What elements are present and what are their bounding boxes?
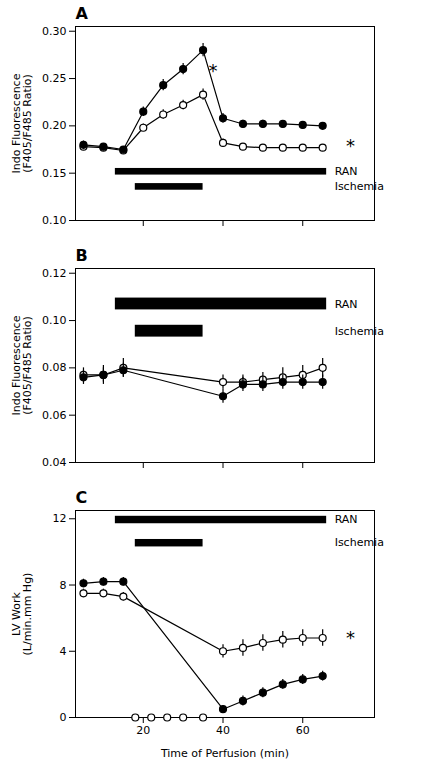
svg-text:0.04: 0.04 xyxy=(42,456,67,469)
svg-text:0.25: 0.25 xyxy=(42,72,67,85)
svg-text:*: * xyxy=(346,627,355,648)
svg-text:0.10: 0.10 xyxy=(42,314,67,327)
svg-text:12: 12 xyxy=(53,512,67,525)
svg-text:RAN: RAN xyxy=(335,513,358,526)
svg-text:0: 0 xyxy=(60,711,67,724)
svg-text:0.15: 0.15 xyxy=(42,167,67,180)
svg-text:B: B xyxy=(76,246,88,265)
svg-text:60: 60 xyxy=(296,724,310,737)
svg-text:Ischemia: Ischemia xyxy=(335,536,384,549)
svg-text:20: 20 xyxy=(136,724,150,737)
svg-text:8: 8 xyxy=(60,579,67,592)
svg-text:*: * xyxy=(209,60,218,81)
svg-text:Time of Perfusion (min): Time of Perfusion (min) xyxy=(160,747,289,760)
svg-text:0.10: 0.10 xyxy=(42,214,67,227)
svg-text:A: A xyxy=(76,4,89,23)
svg-text:Ischemia: Ischemia xyxy=(335,180,384,193)
svg-text:C: C xyxy=(76,488,88,507)
svg-text:40: 40 xyxy=(216,724,230,737)
svg-text:*: * xyxy=(346,135,355,156)
svg-text:0.12: 0.12 xyxy=(42,267,67,280)
svg-text:0.30: 0.30 xyxy=(42,25,67,38)
svg-text:0.20: 0.20 xyxy=(42,119,67,132)
svg-text:4: 4 xyxy=(60,645,67,658)
svg-text:RAN: RAN xyxy=(335,298,358,311)
svg-text:0.06: 0.06 xyxy=(42,409,67,422)
svg-text:Indo Fluorescence(F405/F485 Ra: Indo Fluorescence(F405/F485 Ratio) xyxy=(10,315,34,415)
svg-text:Ischemia: Ischemia xyxy=(335,325,384,338)
svg-text:0.08: 0.08 xyxy=(42,361,67,374)
svg-text:RAN: RAN xyxy=(335,165,358,178)
svg-text:LV Work(L/min.mm Hg): LV Work(L/min.mm Hg) xyxy=(10,573,34,656)
svg-text:Indo Fluorescence(F405/F485 Ra: Indo Fluorescence(F405/F485 Ratio) xyxy=(10,73,34,173)
